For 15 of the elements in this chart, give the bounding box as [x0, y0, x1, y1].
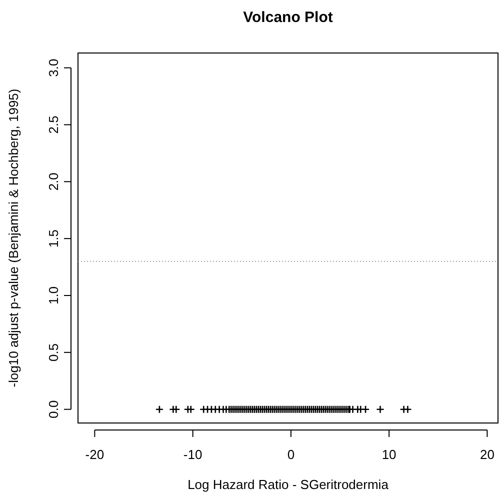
x-tick-label: -20 [85, 447, 104, 462]
y-tick-label: 2.0 [46, 172, 61, 191]
y-tick-label: 3.0 [46, 58, 61, 77]
y-tick-label: 2.5 [46, 116, 61, 134]
y-tick-label: 0.5 [46, 343, 61, 362]
x-tick-label: 10 [382, 447, 396, 462]
chart-title: Volcano Plot [243, 9, 333, 26]
x-tick-label: 0 [287, 447, 295, 462]
y-axis-title: -log10 adjust p-value (Benjamini & Hochberg, 1995) [6, 88, 21, 388]
y-tick-label: 0.0 [46, 400, 61, 418]
x-tick-label: -10 [183, 447, 202, 462]
x-axis-title: Log Hazard Ratio - SGeritrodermia [188, 477, 390, 492]
y-tick-label: 1.5 [46, 230, 61, 248]
x-tick-label: 20 [480, 447, 494, 462]
y-tick-label: 1.0 [46, 286, 61, 305]
